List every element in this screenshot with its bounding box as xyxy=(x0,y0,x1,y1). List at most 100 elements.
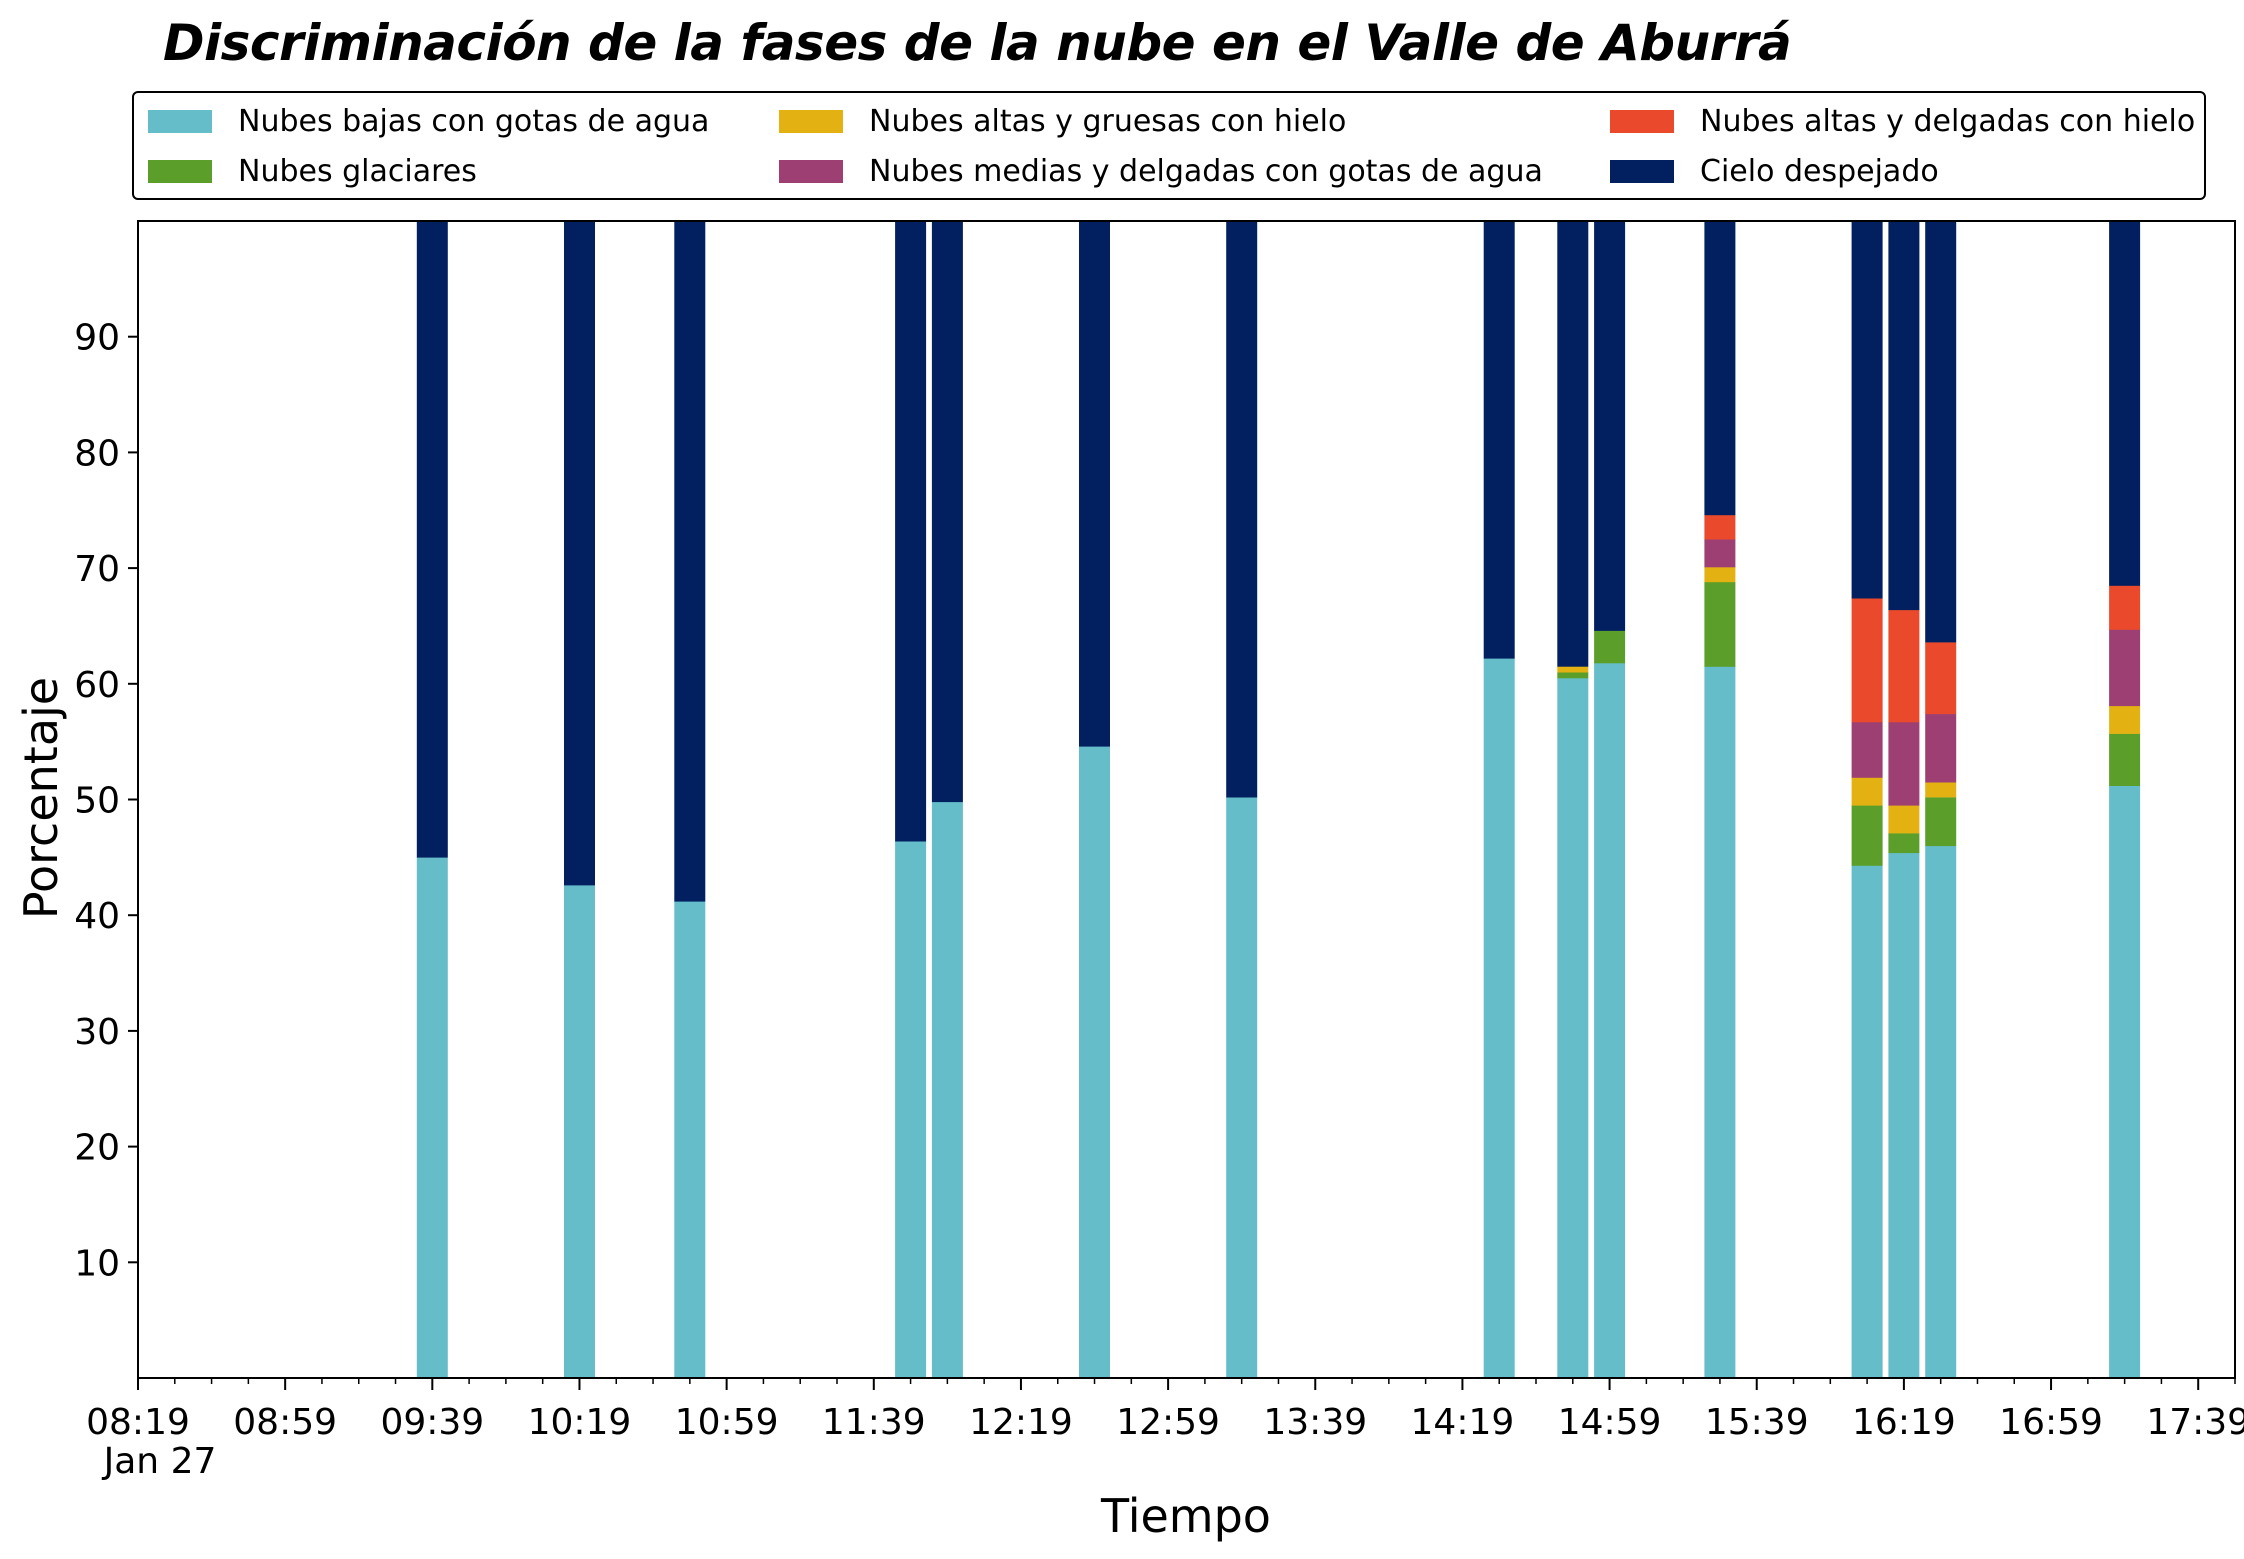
bar-segment-s0-t13 xyxy=(1925,845,1957,1379)
bar-segment-s0-t12 xyxy=(1888,852,1920,1379)
bar-segment-s1-t11 xyxy=(1851,805,1883,866)
legend-swatch xyxy=(148,159,212,183)
bar-segment-s0-t2 xyxy=(674,901,706,1379)
y-tick-label: 40 xyxy=(74,896,120,937)
bar-segment-s4-t10 xyxy=(1704,514,1736,540)
legend-label: Nubes altas y delgadas con hielo xyxy=(1700,103,2196,139)
bar-segment-s5-t8 xyxy=(1557,221,1589,667)
y-axis: 10 20 30 40 50 60 70 80 90 xyxy=(74,318,138,1284)
bar-segment-s0-t8 xyxy=(1557,678,1589,1379)
bar-segment-s2-t12 xyxy=(1888,805,1920,834)
legend-swatch xyxy=(779,159,843,183)
legend-label: Nubes medias y delgadas con gotas de agu… xyxy=(869,153,1543,189)
y-tick-label: 50 xyxy=(74,781,120,822)
y-tick-label: 90 xyxy=(74,318,120,359)
bar-segment-s1-t13 xyxy=(1925,797,1957,847)
bar-segment-s4-t11 xyxy=(1851,598,1883,723)
bar-segment-s3-t13 xyxy=(1925,713,1957,783)
bar-segment-s2-t11 xyxy=(1851,777,1883,806)
x-tick-label: 12:59 xyxy=(1116,1402,1220,1443)
bar-segment-s0-t5 xyxy=(1079,746,1110,1379)
x-tick-label: 11:39 xyxy=(822,1402,926,1443)
x-axis: 08:19 08:59 09:39 10:19 10:59 11:39 12:19 12:59… xyxy=(86,1378,2244,1443)
legend-swatch xyxy=(1610,109,1674,133)
y-axis-label: Porcentaje xyxy=(14,677,68,919)
bar-segment-s0-t14 xyxy=(2109,785,2141,1379)
bar-segment-s3-t14 xyxy=(2109,629,2141,707)
legend-item-nubes-altas-delgadas: Nubes altas y delgadas con hielo xyxy=(1610,99,2195,143)
bar-segment-s0-t6 xyxy=(1226,797,1258,1379)
bar-segment-s0-t10 xyxy=(1704,666,1736,1379)
x-tick-label: 10:59 xyxy=(675,1402,779,1443)
bar-segment-s5-t3 xyxy=(895,221,927,842)
x-tick-label: 08:59 xyxy=(233,1402,337,1443)
x-tick-label: 14:19 xyxy=(1411,1402,1515,1443)
legend-item-cielo-despejado: Cielo despejado xyxy=(1610,149,1939,193)
legend: Nubes bajas con gotas de agua Nubes glac… xyxy=(132,91,2206,200)
legend-label: Nubes bajas con gotas de agua xyxy=(238,103,710,139)
x-axis-label: Tiempo xyxy=(1100,1489,1271,1543)
bar-segment-s3-t12 xyxy=(1888,722,1920,806)
y-tick-label: 80 xyxy=(74,433,120,474)
bar-segment-s3-t11 xyxy=(1851,722,1883,778)
legend-label: Nubes glaciares xyxy=(238,153,477,189)
bar-segment-s1-t9 xyxy=(1594,630,1626,664)
bar-segment-s5-t1 xyxy=(564,221,595,886)
bar-segment-s5-t6 xyxy=(1226,221,1258,798)
legend-item-nubes-medias-delgadas: Nubes medias y delgadas con gotas de agu… xyxy=(779,149,1543,193)
legend-label: Nubes altas y gruesas con hielo xyxy=(869,103,1347,139)
bar-segment-s5-t7 xyxy=(1483,221,1515,659)
plot-frame xyxy=(137,220,2236,1379)
bar-segment-s0-t1 xyxy=(564,885,595,1379)
bar-segment-s5-t14 xyxy=(2109,221,2141,586)
bar-segment-s5-t11 xyxy=(1851,221,1883,599)
x-tick-label: 17:39 xyxy=(2146,1402,2244,1443)
bar-segment-s2-t14 xyxy=(2109,705,2141,734)
x-date-label: Jan 27 xyxy=(102,1441,217,1482)
bar-segment-s1-t8 xyxy=(1557,672,1589,679)
bar-segment-s0-t11 xyxy=(1851,865,1883,1379)
bar-segment-s0-t0 xyxy=(416,857,448,1379)
bar-segment-s5-t9 xyxy=(1594,221,1626,631)
y-tick-label: 10 xyxy=(74,1243,120,1284)
legend-item-nubes-glaciares: Nubes glaciares xyxy=(148,149,477,193)
bar-segment-s0-t4 xyxy=(931,801,963,1379)
x-tick-label: 15:39 xyxy=(1705,1402,1809,1443)
bar-segment-s1-t14 xyxy=(2109,733,2141,786)
bar-segment-s1-t10 xyxy=(1704,582,1736,667)
y-tick-label: 20 xyxy=(74,1128,120,1169)
bar-segment-s4-t13 xyxy=(1925,642,1957,715)
bar-segment-s5-t5 xyxy=(1079,221,1110,747)
x-tick-label: 16:59 xyxy=(1999,1402,2103,1443)
bar-segment-s5-t2 xyxy=(674,221,706,902)
x-tick-label: 08:19 xyxy=(86,1402,190,1443)
y-tick-label: 70 xyxy=(74,549,120,590)
legend-swatch xyxy=(148,109,212,133)
bar-segment-s4-t14 xyxy=(2109,585,2141,630)
x-tick-label: 09:39 xyxy=(380,1402,484,1443)
bar-segment-s3-t10 xyxy=(1704,539,1736,568)
x-tick-label: 10:19 xyxy=(528,1402,632,1443)
legend-swatch xyxy=(779,109,843,133)
bar-segment-s0-t7 xyxy=(1483,658,1515,1379)
legend-item-nubes-bajas: Nubes bajas con gotas de agua xyxy=(148,99,709,143)
bar-segment-s5-t10 xyxy=(1704,221,1736,516)
bar-segment-s4-t12 xyxy=(1888,609,1920,723)
x-tick-label: 16:19 xyxy=(1852,1402,1956,1443)
bar-segment-s0-t3 xyxy=(895,841,927,1379)
x-tick-label: 14:59 xyxy=(1558,1402,1662,1443)
y-tick-label: 60 xyxy=(74,665,120,706)
bar-segment-s5-t12 xyxy=(1888,221,1920,611)
y-tick-label: 30 xyxy=(74,1012,120,1053)
bar-segment-s5-t13 xyxy=(1925,221,1957,643)
x-tick-label: 12:19 xyxy=(969,1402,1073,1443)
legend-label: Cielo despejado xyxy=(1700,153,1939,189)
bar-segment-s2-t8 xyxy=(1557,666,1589,673)
bar-segment-s2-t10 xyxy=(1704,566,1736,583)
chart-title: Discriminación de la fases de la nube en… xyxy=(163,14,1792,72)
x-tick-label: 13:39 xyxy=(1263,1402,1367,1443)
legend-swatch xyxy=(1610,159,1674,183)
legend-item-nubes-altas-gruesas: Nubes altas y gruesas con hielo xyxy=(779,99,1346,143)
bars-group xyxy=(416,221,2141,1379)
